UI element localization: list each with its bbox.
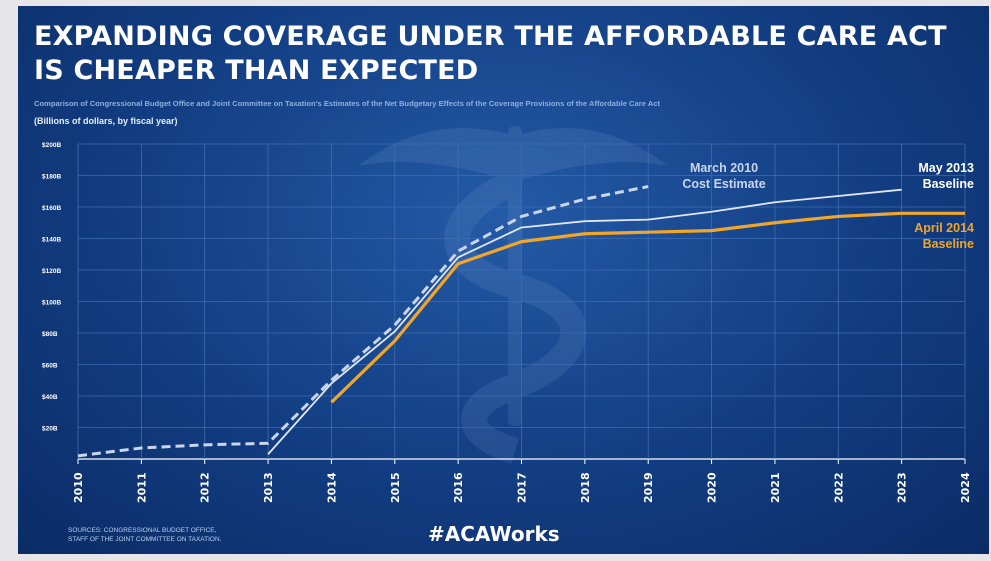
x-tick-label: 2019 (642, 472, 655, 503)
x-tick-label: 2010 (72, 472, 85, 503)
x-tick-label: 2013 (262, 472, 275, 503)
y-tick-label: $40B (42, 394, 58, 401)
chart-title-line2: IS CHEAPER THAN EXPECTED (34, 55, 479, 86)
x-tick-label: 2012 (199, 472, 212, 503)
chart-subtitle: Comparison of Congressional Budget Offic… (34, 99, 660, 108)
series-may-2013-line (267, 188, 902, 455)
caduceus-icon (358, 126, 668, 464)
y-tick-label: $100B (42, 300, 61, 307)
x-tick-label: 2024 (959, 472, 972, 503)
x-tick-label: 2016 (452, 472, 465, 503)
y-tick-label: $200B (42, 142, 61, 149)
y-tick-label: $180B (42, 174, 61, 181)
line-chart: $20B $40B $60B $80B $100B $120B $140B $160B $180… (42, 126, 974, 503)
series-april-2014-line (330, 211, 965, 404)
x-tick-label: 2018 (579, 472, 592, 503)
x-tick-label: 2011 (135, 472, 148, 503)
sources-line2: STAFF OF THE JOINT COMMITTEE ON TAXATION… (68, 536, 222, 543)
y-tick-label: $140B (42, 237, 61, 244)
series-april-2014-label: April 2014 (914, 221, 974, 235)
hashtag: #ACAWorks (428, 522, 560, 546)
y-tick-label: $20B (42, 426, 58, 433)
x-tick-label: 2017 (516, 472, 529, 503)
sources-line1: SOURCES: CONGRESSIONAL BUDGET OFFICE, (68, 527, 217, 534)
y-tick-label: $60B (42, 363, 58, 370)
infographic-poster: EXPANDING COVERAGE UNDER THE AFFORDABLE … (18, 6, 989, 554)
series-march-2010-label: Cost Estimate (682, 177, 765, 191)
x-tick-label: 2022 (832, 472, 845, 503)
x-tick-label: 2023 (896, 472, 909, 503)
y-tick-label: $160B (42, 205, 61, 212)
series-april-2014-label: Baseline (923, 237, 974, 251)
series-may-2013-label: Baseline (923, 177, 974, 191)
chart-title-line1: EXPANDING COVERAGE UNDER THE AFFORDABLE … (34, 21, 947, 52)
y-tick-label: $120B (42, 268, 61, 275)
y-tick-label: $80B (42, 331, 58, 338)
unit-note: (Billions of dollars, by fiscal year) (34, 116, 178, 126)
x-tick-label: 2020 (706, 472, 719, 503)
x-tick-label: 2015 (389, 472, 402, 503)
series-march-2010-label: March 2010 (690, 161, 758, 175)
series-march-2010-line (77, 185, 649, 458)
series-may-2013-label: May 2013 (918, 161, 974, 175)
x-tick-label: 2021 (769, 472, 782, 503)
x-tick-label: 2014 (325, 472, 338, 503)
sources-note: SOURCES: CONGRESSIONAL BUDGET OFFICE, ST… (68, 526, 221, 544)
